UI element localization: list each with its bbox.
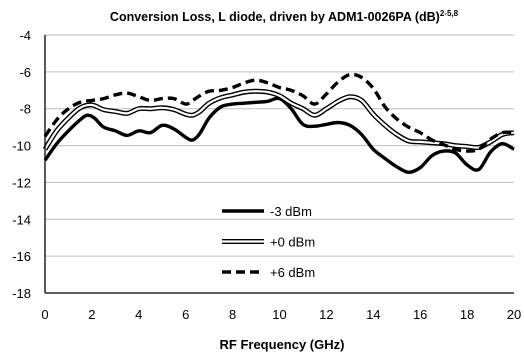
x-tick-label: 16 [413, 307, 427, 322]
series-line [43, 72, 515, 153]
x-tick-label: 10 [272, 307, 286, 322]
axes [44, 35, 514, 294]
y-tick-label: -12 [12, 175, 31, 190]
x-tick-label: 2 [88, 307, 95, 322]
y-tick-label: -16 [12, 249, 31, 264]
y-tick-label: -18 [12, 286, 31, 301]
x-tick-label: 18 [460, 307, 474, 322]
chart-title: Conversion Loss, L diode, driven by ADM1… [110, 9, 459, 24]
x-tick-labels: 0 2 4 6 8 10 12 14 16 18 20 [41, 307, 521, 322]
series-1 [42, 88, 515, 151]
y-tick-labels: -4 -6 -8 -10 -12 -14 -16 -18 [12, 28, 31, 301]
series-2 [43, 72, 515, 153]
x-tick-label: 20 [507, 307, 521, 322]
series-0 [43, 96, 515, 174]
gridlines [45, 34, 514, 294]
series-line-inner [44, 90, 515, 150]
legend-item: +6 dBm [222, 265, 315, 280]
y-tick-label: -10 [12, 139, 31, 154]
x-tick-label: 4 [135, 307, 142, 322]
x-tick-label: 8 [229, 307, 236, 322]
chart-title-superscript: 2-5,8 [440, 9, 459, 18]
series-lines [42, 72, 515, 174]
x-tick-label: 0 [41, 307, 48, 322]
y-tick-label: -14 [12, 212, 31, 227]
x-axis-label: RF Frequency (GHz) [220, 337, 345, 352]
x-tick-label: 14 [366, 307, 380, 322]
legend-item: +0 dBm [222, 235, 315, 250]
y-tick-label: -4 [19, 28, 31, 43]
legend-label: +0 dBm [270, 235, 315, 250]
legend-item: -3 dBm [222, 204, 312, 219]
x-tick-label: 6 [182, 307, 189, 322]
y-tick-label: -6 [19, 65, 31, 80]
legend-label: +6 dBm [270, 265, 315, 280]
y-tick-label: -8 [19, 102, 31, 117]
legend: -3 dBm +0 dBm +6 dBm [222, 204, 315, 280]
series-line [43, 96, 515, 174]
x-tick-label: 12 [319, 307, 333, 322]
chart-title-text: Conversion Loss, L diode, driven by ADM1… [110, 10, 440, 24]
legend-label: -3 dBm [270, 204, 312, 219]
